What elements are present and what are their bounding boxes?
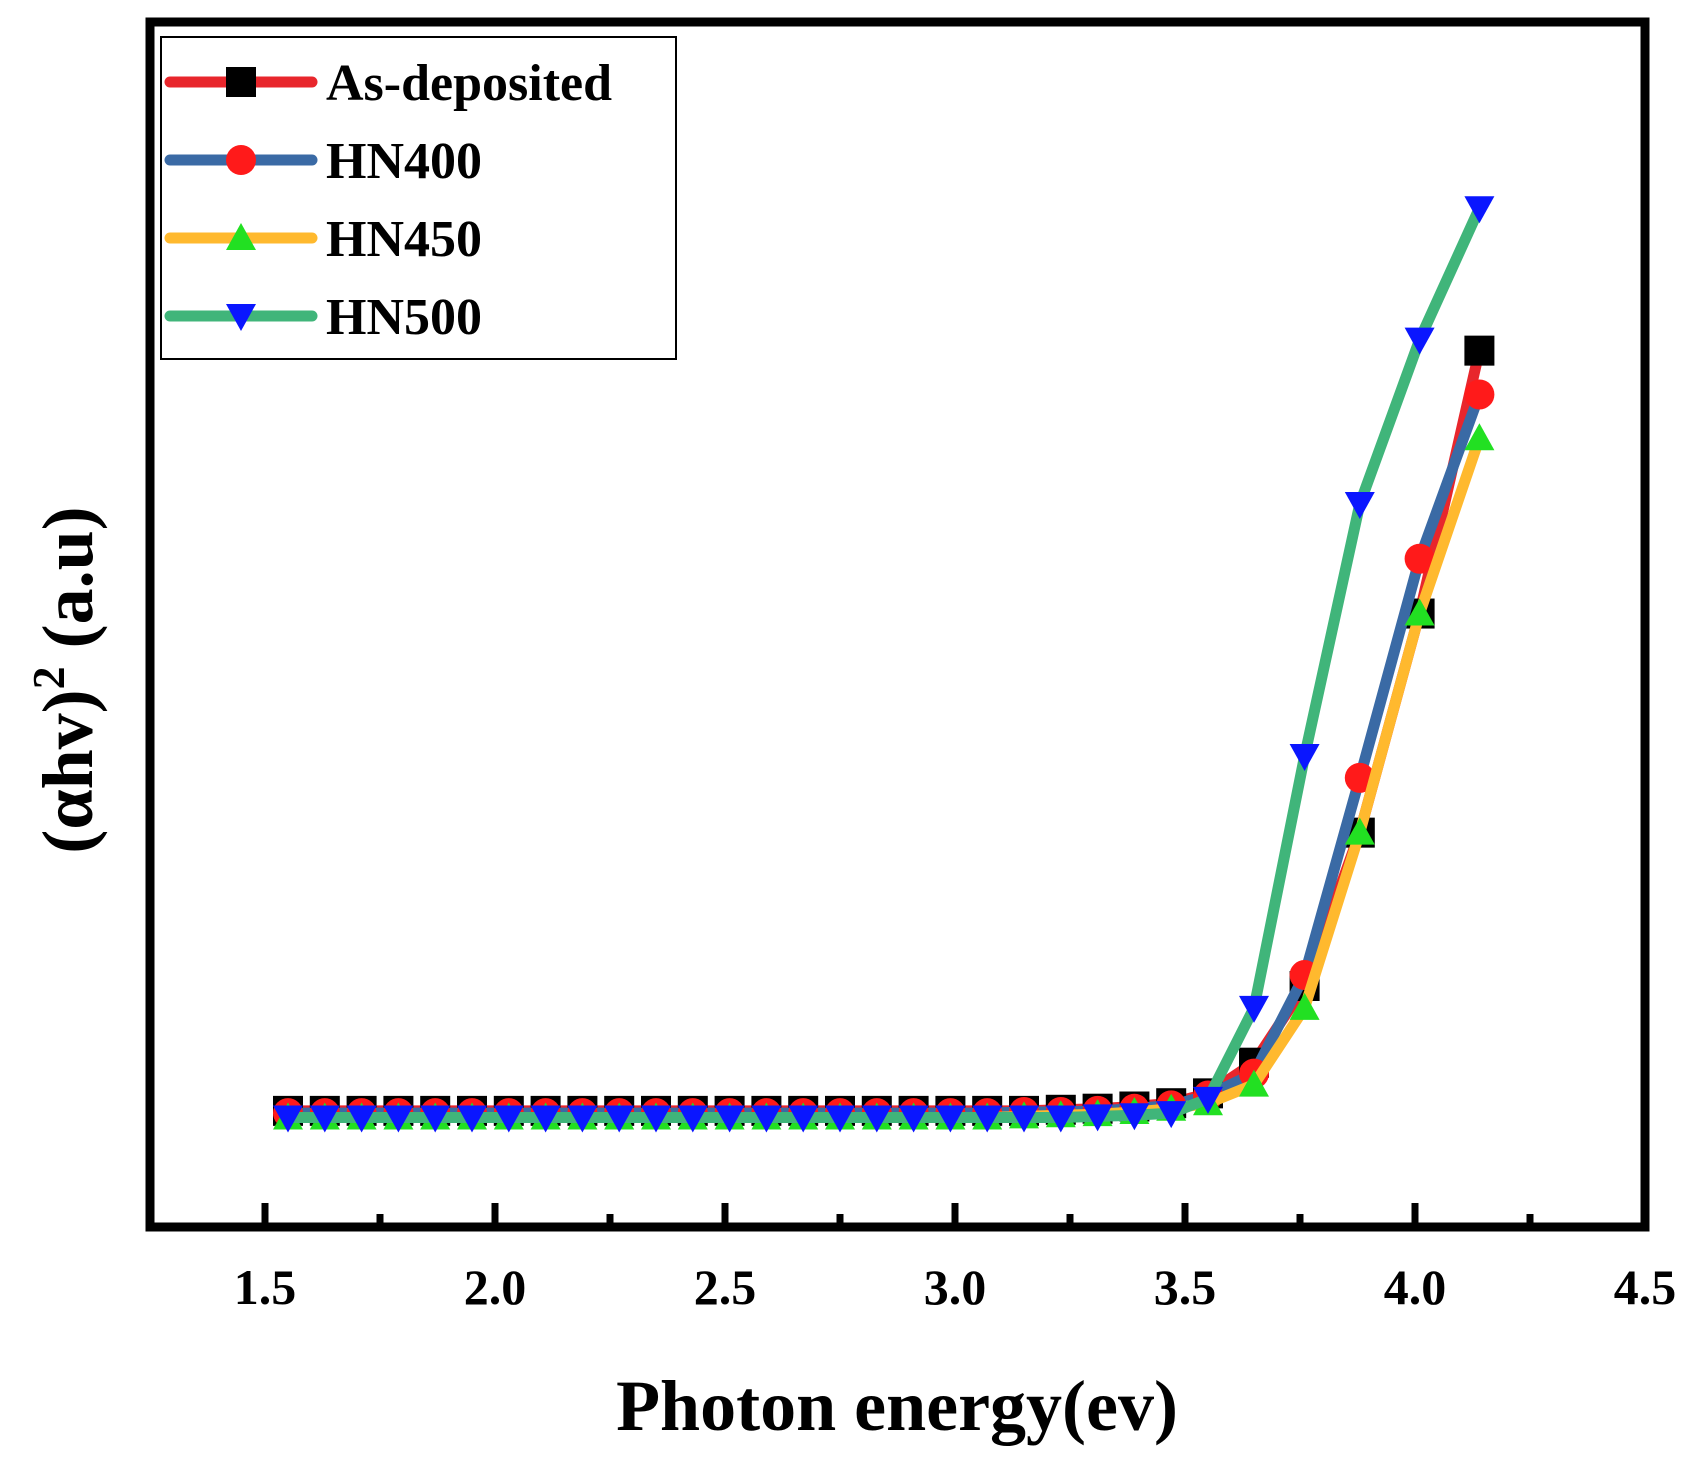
- legend-label: As-deposited: [326, 55, 612, 112]
- y-axis-title: (αhv)2 (a.u): [23, 506, 108, 853]
- x-axis-ticks: 1.5 2.0 2.5 3.0 3.5 4.0 4.5: [234, 1203, 1677, 1315]
- legend: As-deposited HN400 HN450 HN500: [160, 36, 677, 360]
- x-tick-label: 1.5: [234, 1259, 297, 1315]
- data-point: [1045, 1105, 1076, 1133]
- data-point: [1404, 598, 1435, 626]
- data-point: [383, 1105, 414, 1133]
- series-hn450: [273, 423, 1495, 1130]
- legend-marker: [226, 304, 256, 331]
- data-point: [1404, 327, 1435, 355]
- data-point: [1464, 379, 1495, 410]
- data-point: [677, 1105, 708, 1133]
- data-point: [1464, 423, 1495, 451]
- data-point: [898, 1105, 929, 1133]
- legend-label: HN400: [326, 133, 482, 190]
- data-point: [825, 1105, 855, 1133]
- data-point: [1344, 817, 1375, 845]
- data-point: [1082, 1104, 1113, 1132]
- legend-item: As-deposited: [164, 55, 612, 112]
- data-point: [530, 1105, 561, 1133]
- x-tick-label: 2.0: [464, 1259, 527, 1315]
- data-point: [1239, 1069, 1269, 1097]
- data-point: [751, 1105, 782, 1133]
- data-point: [1289, 992, 1320, 1020]
- data-point: [309, 1105, 340, 1133]
- data-point: [1344, 492, 1375, 519]
- legend-label: HN450: [326, 211, 482, 268]
- data-point: [604, 1105, 635, 1133]
- data-point: [972, 1105, 1003, 1133]
- series-hn500: [273, 196, 1495, 1133]
- y-axis-title-unit: (a.u): [28, 506, 108, 666]
- y-axis-title-main: (αhv): [28, 689, 108, 853]
- data-point: [714, 1105, 745, 1133]
- data-point: [346, 1105, 377, 1133]
- legend-item: HN400: [164, 133, 482, 190]
- plot-frame: [145, 17, 1650, 1232]
- legend-item: HN500: [164, 289, 482, 346]
- legend-marker: [226, 223, 256, 250]
- legend-marker: [226, 145, 256, 175]
- legend-label: HN500: [326, 289, 482, 346]
- data-point: [1289, 743, 1320, 771]
- x-axis-title: Photon energy(ev): [616, 1366, 1178, 1446]
- data-point: [641, 1105, 671, 1133]
- data-point: [493, 1105, 524, 1133]
- x-tick-label: 4.0: [1384, 1259, 1447, 1315]
- data-point: [1464, 335, 1495, 366]
- x-tick-label: 3.5: [1154, 1259, 1217, 1315]
- data-point: [1119, 1103, 1150, 1131]
- legend-marker: [226, 67, 256, 97]
- data-point: [1193, 1086, 1223, 1114]
- x-tick-label: 3.0: [924, 1259, 987, 1315]
- series-layer: [273, 196, 1495, 1133]
- data-point: [567, 1105, 598, 1133]
- legend-item: HN450: [164, 211, 482, 268]
- data-point: [1156, 1101, 1187, 1129]
- x-tick-label: 4.5: [1614, 1259, 1677, 1315]
- data-point: [420, 1105, 451, 1133]
- x-tick-label: 2.5: [694, 1259, 757, 1315]
- data-point: [457, 1105, 487, 1133]
- data-point: [861, 1105, 892, 1133]
- data-point: [788, 1105, 819, 1133]
- data-point: [1464, 196, 1495, 224]
- data-point: [1239, 995, 1269, 1023]
- data-point: [1009, 1105, 1039, 1133]
- y-axis-title-superscript: 2: [23, 666, 74, 689]
- data-point: [1404, 543, 1435, 574]
- data-point: [935, 1105, 966, 1133]
- data-point: [273, 1105, 303, 1133]
